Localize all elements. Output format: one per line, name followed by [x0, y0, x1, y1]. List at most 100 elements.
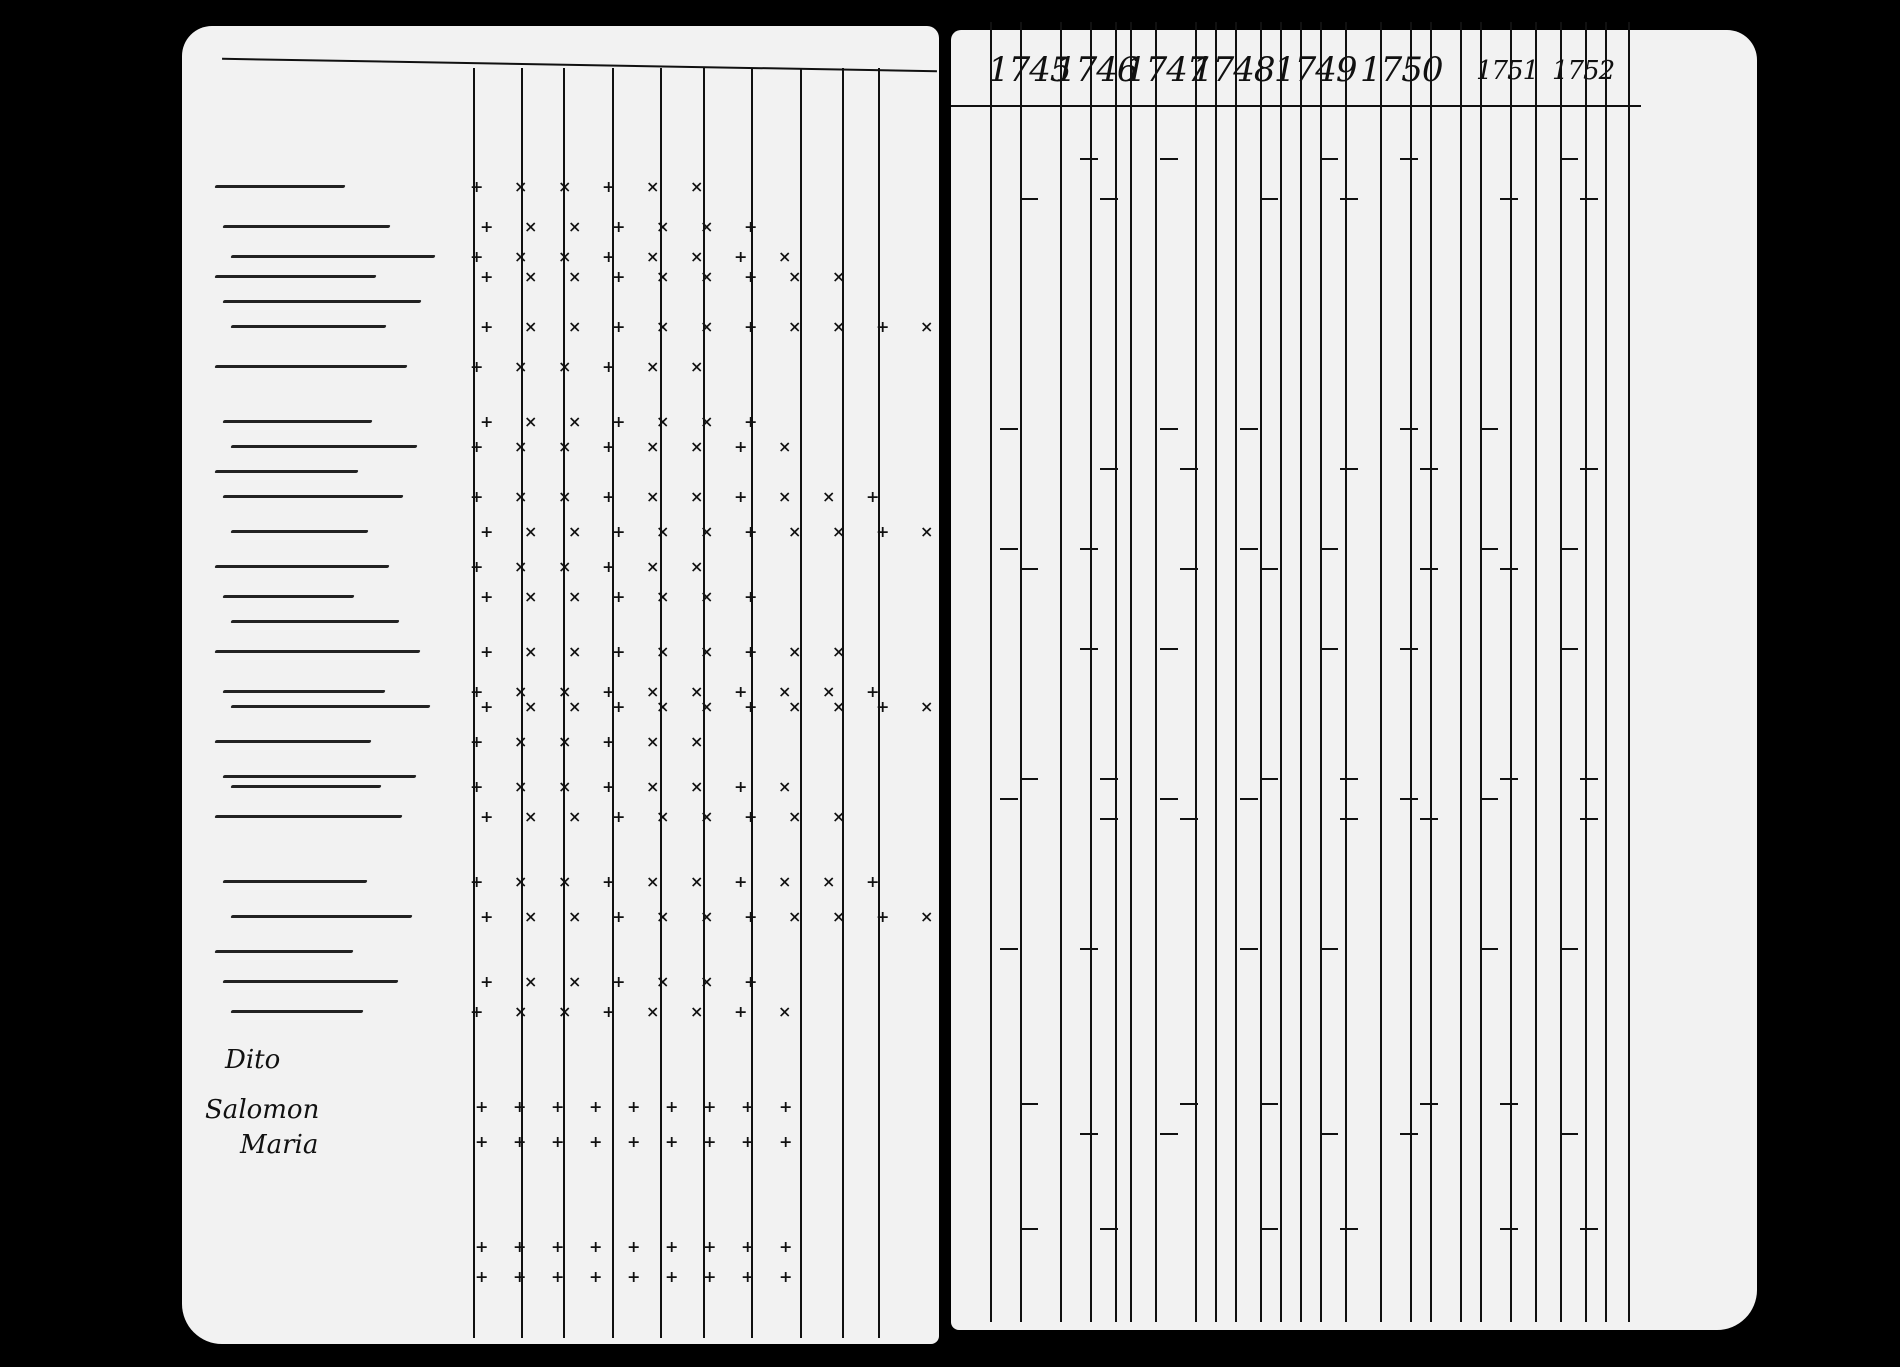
- tally-mark: ×: [690, 682, 704, 701]
- tally-mark: ×: [700, 907, 714, 926]
- tally-mark: ×: [788, 907, 802, 926]
- fraction-mark: [1180, 460, 1198, 470]
- tally-mark: +: [744, 412, 758, 431]
- fraction-mark: [1260, 1095, 1278, 1105]
- fraction-mark: [1160, 150, 1178, 160]
- tally-mark: +: [866, 487, 880, 506]
- tally-mark: +: [470, 357, 484, 376]
- fraction-mark: [1160, 420, 1178, 430]
- column-rule: [1380, 22, 1382, 1322]
- fraction-mark: [1260, 1220, 1278, 1230]
- tally-mark: ×: [920, 317, 934, 336]
- tally-mark: ×: [514, 557, 528, 576]
- tally-mark: ×: [778, 1002, 792, 1021]
- fraction-mark: [1260, 770, 1278, 780]
- fraction-mark: [1500, 1095, 1518, 1105]
- column-rule: [1410, 22, 1412, 1322]
- column-rule: [1585, 22, 1587, 1322]
- fraction-mark: [1180, 560, 1198, 570]
- tally-mark: +: [480, 642, 494, 661]
- tally-mark: ×: [646, 732, 660, 751]
- tally-mark: ×: [822, 872, 836, 891]
- tally-mark: ×: [778, 872, 792, 891]
- tally-mark: ×: [788, 317, 802, 336]
- tally-mark: ×: [656, 587, 670, 606]
- column-rule: [1155, 22, 1157, 1322]
- handwritten-name: [214, 565, 390, 568]
- tally-mark: ×: [524, 642, 538, 661]
- column-rule: [751, 68, 753, 1338]
- tally-mark: ×: [558, 557, 572, 576]
- tally-mark: +: [627, 1237, 641, 1256]
- tally-mark: ×: [690, 1002, 704, 1021]
- fraction-mark: [1020, 770, 1038, 780]
- tally-mark: ×: [788, 267, 802, 286]
- tally-mark: ×: [524, 697, 538, 716]
- tally-mark: +: [744, 972, 758, 991]
- fraction-mark: [1160, 790, 1178, 800]
- fraction-mark: [1340, 810, 1358, 820]
- tally-mark: +: [470, 682, 484, 701]
- fraction-mark: [1000, 540, 1018, 550]
- column-rule: [1510, 22, 1512, 1322]
- tally-mark: +: [470, 872, 484, 891]
- column-rule: [1060, 22, 1062, 1322]
- column-rule: [1280, 22, 1282, 1322]
- fraction-mark: [1000, 420, 1018, 430]
- tally-mark: +: [703, 1132, 717, 1151]
- tally-mark: +: [876, 907, 890, 926]
- column-rule: [1215, 22, 1217, 1322]
- handwritten-name: [230, 620, 400, 623]
- tally-mark: ×: [558, 357, 572, 376]
- tally-mark: +: [612, 587, 626, 606]
- handwritten-name: [214, 365, 408, 368]
- handwritten-name: [230, 785, 382, 788]
- fraction-mark: [1100, 460, 1118, 470]
- tally-mark: +: [602, 437, 616, 456]
- fraction-mark: [1080, 640, 1098, 650]
- tally-mark: +: [744, 587, 758, 606]
- tally-mark: ×: [656, 642, 670, 661]
- tally-mark: ×: [558, 487, 572, 506]
- tally-mark: +: [551, 1097, 565, 1116]
- fraction-mark: [1560, 150, 1578, 160]
- tally-mark: +: [480, 522, 494, 541]
- year-1747: 1747: [1125, 50, 1209, 90]
- tally-mark: ×: [700, 642, 714, 661]
- fraction-mark: [1420, 1095, 1438, 1105]
- tally-mark: +: [470, 1002, 484, 1021]
- tally-mark: +: [480, 317, 494, 336]
- tally-mark: ×: [690, 557, 704, 576]
- fraction-mark: [1000, 790, 1018, 800]
- tally-mark: ×: [646, 437, 660, 456]
- tally-mark: ×: [700, 972, 714, 991]
- tally-mark: ×: [514, 177, 528, 196]
- handwritten-name: [222, 775, 417, 778]
- tally-mark: +: [475, 1237, 489, 1256]
- tally-mark: ×: [700, 317, 714, 336]
- tally-mark: ×: [514, 487, 528, 506]
- fraction-mark: [1100, 810, 1118, 820]
- tally-mark: +: [734, 247, 748, 266]
- year-1746: 1746: [1055, 50, 1139, 90]
- tally-mark: ×: [524, 412, 538, 431]
- tally-mark: ×: [788, 807, 802, 826]
- tally-mark: ×: [646, 487, 660, 506]
- tally-mark: ×: [568, 217, 582, 236]
- fraction-mark: [1340, 770, 1358, 780]
- tally-mark: +: [744, 217, 758, 236]
- tally-mark: ×: [690, 437, 704, 456]
- column-rule: [1605, 22, 1607, 1322]
- fraction-mark: [1420, 810, 1438, 820]
- fraction-mark: [1180, 1095, 1198, 1105]
- tally-mark: +: [470, 732, 484, 751]
- tally-mark: ×: [558, 437, 572, 456]
- tally-mark: +: [744, 522, 758, 541]
- tally-mark: +: [513, 1097, 527, 1116]
- tally-mark: +: [779, 1237, 793, 1256]
- tally-mark: +: [612, 907, 626, 926]
- fraction-mark: [1160, 640, 1178, 650]
- tally-mark: ×: [690, 357, 704, 376]
- tally-mark: ×: [558, 777, 572, 796]
- tally-mark: ×: [656, 807, 670, 826]
